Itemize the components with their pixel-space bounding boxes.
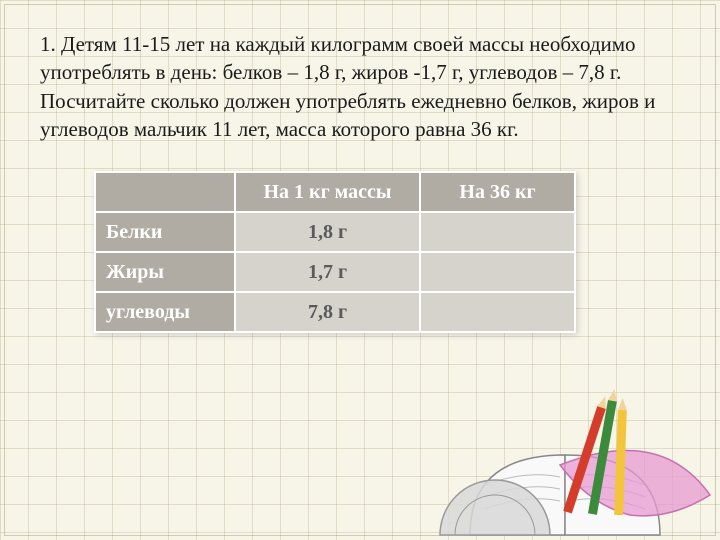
row-label: Белки bbox=[95, 212, 235, 252]
slide-content: 1. Детям 11-15 лет на каждый килограмм с… bbox=[0, 0, 720, 333]
pencils-icon bbox=[563, 388, 627, 515]
row-val-2 bbox=[420, 252, 575, 292]
task-text: 1. Детям 11-15 лет на каждый килограмм с… bbox=[40, 30, 680, 143]
table-row: Жиры 1,7 г bbox=[95, 252, 575, 292]
row-val-1: 7,8 г bbox=[235, 292, 420, 332]
nutrition-table: На 1 кг массы На 36 кг Белки 1,8 г Жиры … bbox=[94, 171, 576, 333]
row-val-1: 1,7 г bbox=[235, 252, 420, 292]
school-supplies-decor bbox=[410, 365, 720, 540]
row-label: углеводы bbox=[95, 292, 235, 332]
row-val-1: 1,8 г bbox=[235, 212, 420, 252]
header-empty bbox=[95, 172, 235, 212]
row-val-2 bbox=[420, 292, 575, 332]
table-row: Белки 1,8 г bbox=[95, 212, 575, 252]
header-col-1: На 1 кг массы bbox=[235, 172, 420, 212]
row-label: Жиры bbox=[95, 252, 235, 292]
nutrition-table-wrap: На 1 кг массы На 36 кг Белки 1,8 г Жиры … bbox=[94, 171, 680, 333]
table-header-row: На 1 кг массы На 36 кг bbox=[95, 172, 575, 212]
header-col-2: На 36 кг bbox=[420, 172, 575, 212]
row-val-2 bbox=[420, 212, 575, 252]
table-row: углеводы 7,8 г bbox=[95, 292, 575, 332]
